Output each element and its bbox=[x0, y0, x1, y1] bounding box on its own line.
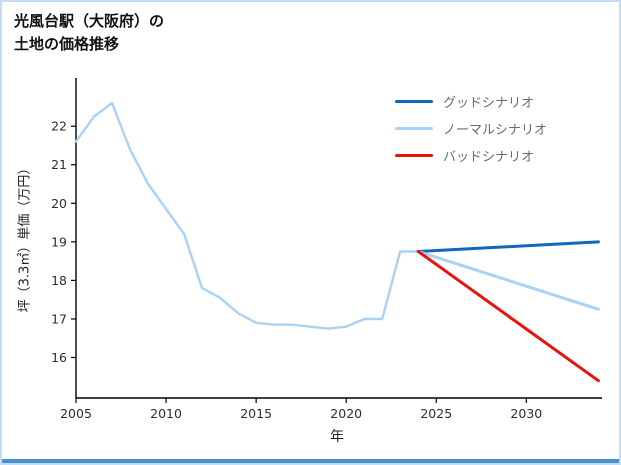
y-tick-label: 16 bbox=[51, 350, 67, 365]
x-tick-label: 2010 bbox=[150, 406, 182, 421]
legend-line-icon bbox=[395, 126, 433, 130]
y-tick-label: 21 bbox=[51, 157, 67, 172]
legend-item-normal: ノーマルシナリオ bbox=[395, 119, 548, 138]
y-tick-label: 18 bbox=[51, 273, 67, 288]
x-tick-label: 2030 bbox=[510, 406, 542, 421]
x-tick-label: 2015 bbox=[240, 406, 272, 421]
page-title-line1: 光風台駅（大阪府）の bbox=[14, 12, 165, 30]
y-tick-label: 20 bbox=[51, 196, 67, 211]
y-axis-label: 坪（3.3㎡）単価（万円） bbox=[17, 161, 33, 313]
page-title: 光風台駅（大阪府）の 土地の価格推移 bbox=[14, 10, 164, 57]
price-trend-chart: 2005 2010 2015 2020 2025 2030 16 17 18 19 20 21 22 bbox=[51, 78, 602, 421]
chart-legend: グッドシナリオ ノーマルシナリオ バッドシナリオ bbox=[395, 92, 547, 173]
legend-label: バッドシナリオ bbox=[443, 149, 535, 165]
series-historical bbox=[74, 101, 420, 330]
x-tick-label: 2020 bbox=[330, 406, 362, 421]
series-normal bbox=[416, 250, 600, 311]
page-title-line2: 土地の価格推移 bbox=[14, 35, 120, 54]
series-good bbox=[416, 240, 600, 253]
x-axis-label: 年 bbox=[330, 429, 344, 445]
legend-label: グッドシナリオ bbox=[443, 95, 535, 111]
x-tick-label: 2025 bbox=[420, 406, 452, 421]
legend-item-bad: バッドシナリオ bbox=[395, 146, 547, 165]
legend-line-icon bbox=[395, 153, 433, 157]
x-tick-label: 2005 bbox=[60, 406, 92, 421]
legend-line-icon bbox=[395, 99, 433, 103]
y-tick-label: 22 bbox=[51, 119, 67, 134]
legend-item-good: グッドシナリオ bbox=[395, 92, 547, 111]
y-tick-label: 17 bbox=[51, 311, 67, 326]
legend-label: ノーマルシナリオ bbox=[443, 122, 548, 138]
series-bad bbox=[416, 250, 600, 383]
bottom-accent-bar bbox=[2, 459, 619, 463]
y-tick-label: 19 bbox=[51, 234, 67, 249]
